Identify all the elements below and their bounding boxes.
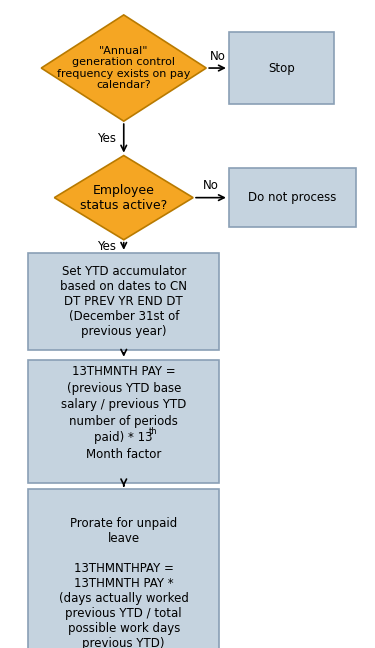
FancyBboxPatch shape: [28, 489, 219, 648]
Text: th: th: [149, 427, 158, 436]
Text: Prorate for unpaid
leave

13THMNTHPAY =
13THMNTH PAY *
(days actually worked
pre: Prorate for unpaid leave 13THMNTHPAY = 1…: [59, 516, 189, 648]
Text: Stop: Stop: [268, 62, 295, 75]
FancyBboxPatch shape: [229, 168, 356, 227]
FancyBboxPatch shape: [28, 253, 219, 350]
Text: salary / previous YTD: salary / previous YTD: [61, 399, 186, 411]
Text: 13THMNTH PAY =: 13THMNTH PAY =: [72, 365, 176, 378]
Polygon shape: [54, 156, 193, 240]
Text: Yes: Yes: [98, 132, 116, 145]
Text: "Annual"
generation control
frequency exists on pay
calendar?: "Annual" generation control frequency ex…: [57, 45, 190, 91]
FancyBboxPatch shape: [229, 32, 334, 104]
Text: number of periods: number of periods: [69, 415, 178, 428]
Text: Set YTD accumulator
based on dates to CN
DT PREV YR END DT
(December 31st of
pre: Set YTD accumulator based on dates to CN…: [60, 265, 187, 338]
Text: Month factor: Month factor: [86, 448, 161, 461]
Text: (previous YTD base: (previous YTD base: [67, 382, 181, 395]
Polygon shape: [41, 15, 206, 121]
Text: Yes: Yes: [98, 240, 116, 253]
Text: Employee
status active?: Employee status active?: [80, 183, 167, 212]
FancyBboxPatch shape: [28, 360, 219, 483]
Text: Do not process: Do not process: [248, 191, 337, 204]
Text: paid) * 13: paid) * 13: [94, 431, 153, 444]
Text: No: No: [210, 50, 225, 63]
Text: No: No: [203, 179, 219, 192]
